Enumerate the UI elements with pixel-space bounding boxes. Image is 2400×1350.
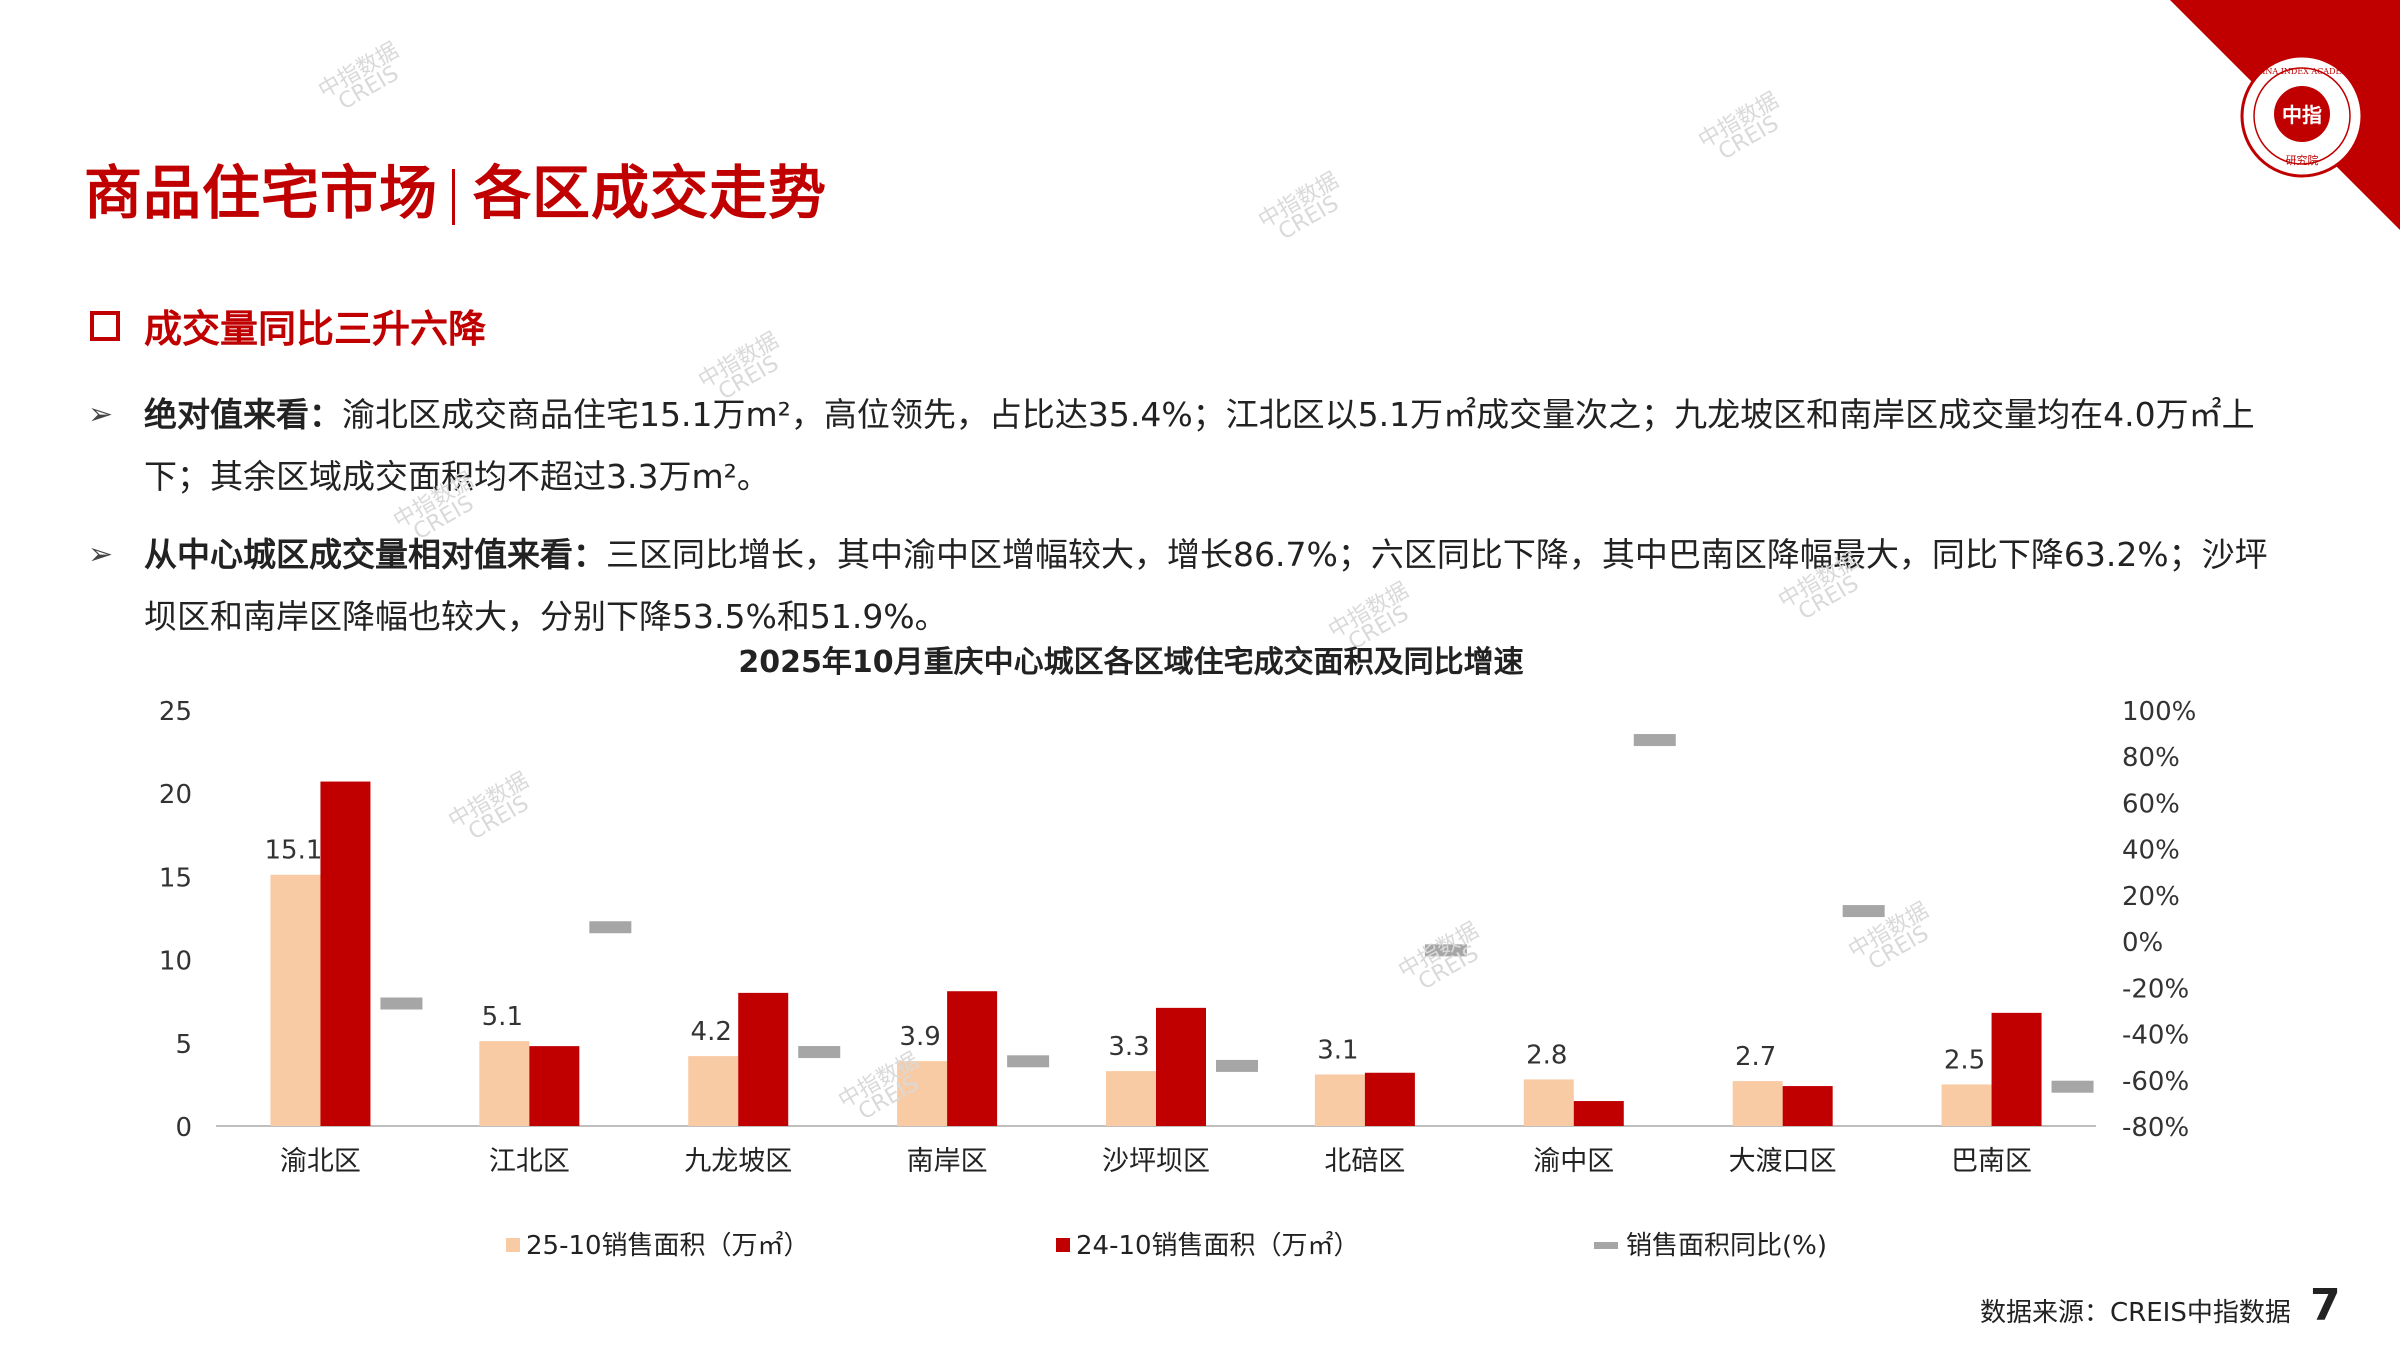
title-left: 商品住宅市场 [84,159,439,227]
data-label: 2.5 [1944,1045,1985,1075]
bullet-text: 渝北区成交商品住宅15.1万m²，高位领先，占比达35.4%；江北区以5.1万㎡… [144,395,2255,496]
bar-2024 [320,781,371,1126]
y2-tick-label: -60% [2122,1067,2189,1097]
legend-label: 25-10销售面积（万㎡） [526,1231,810,1261]
title-divider [452,168,456,225]
x-tick-label: 江北区 [489,1146,570,1177]
x-tick-label: 沙坪坝区 [1102,1146,1210,1177]
y2-tick-label: -40% [2122,1021,2189,1051]
bar-2024 [1573,1101,1624,1126]
chart-title: 2025年10月重庆中心城区各区域住宅成交面积及同比增速 [738,645,1523,680]
y2-tick-label: 0% [2122,928,2163,958]
bar-2024 [1991,1012,2042,1126]
section-subheading: 成交量同比三升六降 [90,298,486,353]
logo-bottom-text: 研究院 [2286,153,2319,167]
bar-2024 [529,1046,580,1126]
y2-tick-label: 80% [2122,743,2180,773]
title-right: 各区成交走势 [473,159,828,227]
data-label: 15.1 [264,836,322,866]
bar-2025 [479,1041,530,1126]
x-tick-label: 南岸区 [907,1146,988,1177]
bar-2025 [1106,1071,1156,1126]
y2-tick-label: 20% [2122,882,2180,912]
x-tick-label: 巴南区 [1951,1146,2032,1177]
district-sales-chart: 2025年10月重庆中心城区各区域住宅成交面积及同比增速 0 5 10 15 20 25 -8… [159,645,2196,1261]
yoy-marker [2051,1080,2094,1093]
x-tick-label: 北碚区 [1324,1146,1405,1177]
y2-tick-label: -80% [2122,1113,2189,1143]
bar-2025 [1314,1074,1365,1126]
y-tick-label: 0 [175,1113,192,1143]
bullet-absolute: ➢ 绝对值来看：渝北区成交商品住宅15.1万m²，高位领先，占比达35.4%；江… [88,384,2268,508]
bullet-lead: 从中心城区成交量相对值来看： [144,535,606,574]
page-number: 7 [2310,1280,2341,1331]
bar-2025 [897,1061,948,1126]
bar-2024 [738,992,789,1126]
yoy-marker [798,1046,841,1059]
y2-tick-label: -20% [2122,974,2189,1004]
bar-2024 [1782,1086,1833,1126]
x-tick-label: 九龙坡区 [684,1146,792,1177]
data-label: 3.3 [1108,1032,1149,1062]
yoy-marker [380,997,423,1010]
square-bullet-icon [90,310,120,341]
y-tick-label: 25 [159,697,192,727]
yoy-marker [1633,734,1676,747]
data-label: 3.9 [899,1022,940,1052]
y-tick-label: 10 [159,947,192,977]
bar-2025 [1941,1084,1992,1126]
legend-swatch [506,1238,520,1252]
logo-center-text: 中指 [2282,103,2322,127]
academy-logo: 中指 研究院 CHINA INDEX ACADEMY [2240,54,2364,178]
legend-swatch [1594,1242,1618,1249]
legend-label: 24-10销售面积（万㎡） [1076,1231,1360,1261]
x-tick-label: 大渡口区 [1729,1146,1837,1177]
bar-2024 [1156,1007,1206,1126]
bar-2025 [688,1056,739,1126]
yoy-marker [1216,1059,1258,1072]
watermark: 中指数据 CREIS [314,38,404,116]
data-label: 3.1 [1317,1035,1358,1065]
y-tick-label: 5 [175,1030,192,1060]
bullet-text: 三区同比增长，其中渝中区增幅较大，增长86.7%；六区同比下降，其中巴南区降幅最… [144,535,2268,636]
bar-2025 [1523,1079,1574,1126]
data-label: 4.2 [691,1017,732,1047]
y2-tick-label: 60% [2122,789,2180,819]
y-tick-label: 15 [159,863,192,893]
watermark: 中指数据 CREIS [1694,88,1784,166]
data-source: 数据来源：CREIS中指数据 [1980,1298,2291,1328]
yoy-marker [1842,905,1885,918]
data-label: 5.1 [482,1002,523,1032]
yoy-marker [589,921,632,934]
bullet-relative: ➢ 从中心城区成交量相对值来看：三区同比增长，其中渝中区增幅较大，增长86.7%… [88,524,2268,648]
bar-2025 [270,874,321,1126]
yoy-marker [1007,1055,1050,1068]
page-title: 商品住宅市场 各区成交走势 [84,146,827,230]
bar-2025 [1732,1081,1783,1126]
y2-tick-label: 40% [2122,836,2180,866]
x-tick-label: 渝北区 [280,1146,361,1177]
subheading-text: 成交量同比三升六降 [144,307,487,351]
legend-swatch [1056,1238,1070,1252]
arrow-bullet-icon: ➢ [88,537,114,572]
yoy-marker [1424,944,1467,957]
y-tick-label: 20 [159,780,192,810]
arrow-bullet-icon: ➢ [88,397,114,432]
watermark: 中指数据 CREIS [1254,168,1344,246]
y2-tick-label: 100% [2122,697,2196,727]
legend-label: 销售面积同比(%) [1626,1231,1827,1261]
logo-top-text: CHINA INDEX ACADEMY [2249,67,2355,76]
data-label: 2.7 [1735,1042,1776,1072]
bar-2024 [947,991,998,1126]
x-tick-label: 渝中区 [1533,1146,1614,1177]
data-label: 2.8 [1526,1040,1567,1070]
bullet-lead: 绝对值来看： [144,395,342,434]
bar-2024 [1364,1072,1415,1126]
